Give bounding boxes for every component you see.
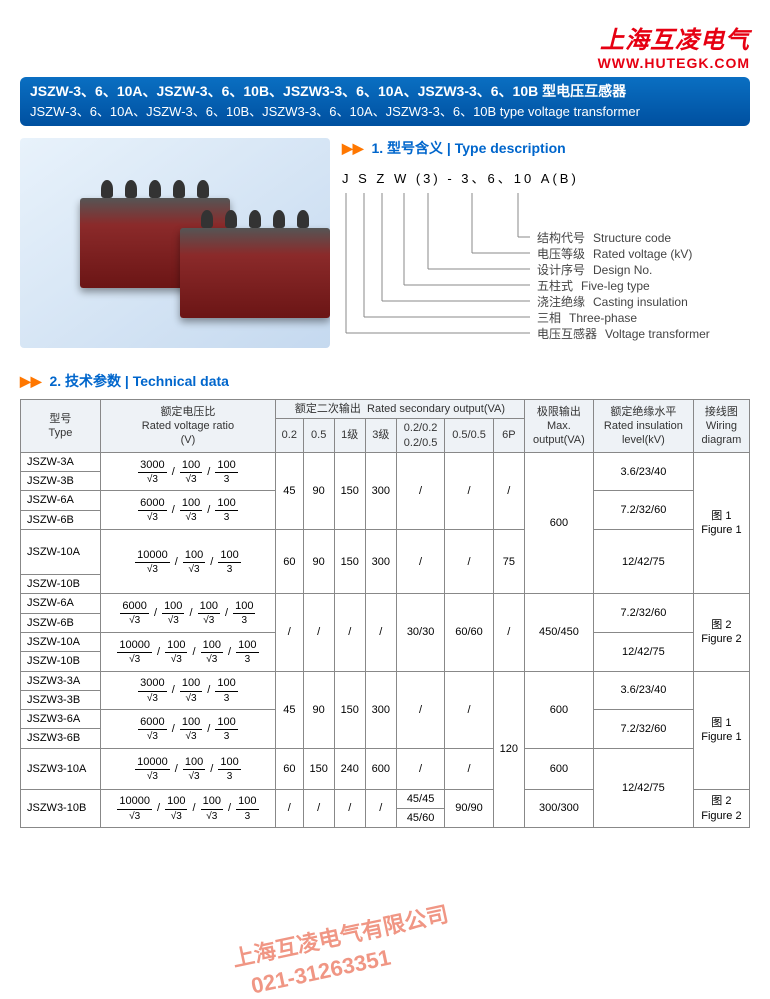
model-designator: J S Z W (3) - 3、6、10 A(B) <box>342 168 579 187</box>
triangle-icon: ▶▶ <box>20 373 42 389</box>
section-2-heading: ▶▶ 2. 技术参数 | Technical data <box>20 371 750 391</box>
designator-breakdown: 结构代号Structure code电压等级Rated voltage (kV)… <box>342 193 579 353</box>
technical-data-table: 型号Type额定电压比Rated voltage ratio(V)额定二次输出 … <box>20 399 750 828</box>
product-image <box>20 138 330 348</box>
brand-logo: 上海互凌电气 <box>20 20 750 55</box>
section-1-heading: ▶▶ 1. 型号含义 | Type description <box>342 138 579 158</box>
designator-desc-row: 设计序号Design No. <box>537 261 733 278</box>
triangle-icon: ▶▶ <box>342 140 364 156</box>
designator-desc-row: 结构代号Structure code <box>537 229 733 246</box>
designator-desc-row: 浇注绝缘Casting insulation <box>537 293 733 310</box>
header: 上海互凌电气 WWW.HUTEGK.COM <box>20 20 750 71</box>
title-en: JSZW-3、6、10A、JSZW-3、6、10B、JSZW3-3、6、10A、… <box>30 101 740 120</box>
type-description-row: ▶▶ 1. 型号含义 | Type description J S Z W (3… <box>20 138 750 353</box>
type-description: ▶▶ 1. 型号含义 | Type description J S Z W (3… <box>342 138 579 353</box>
designator-desc-row: 电压等级Rated voltage (kV) <box>537 245 733 262</box>
designator-desc-row: 五柱式Five-leg type <box>537 277 721 294</box>
watermark-company: 上海互凌电气有限公司 <box>229 896 451 973</box>
designator-desc-row: 三相Three-phase <box>537 309 709 326</box>
technical-data-table-wrap: 上海互凌电气有限公司 021-31263351 型号Type额定电压比Rated… <box>20 399 750 828</box>
watermark-phone: 021-31263351 <box>249 945 393 999</box>
section-2: ▶▶ 2. 技术参数 | Technical data 上海互凌电气有限公司 0… <box>20 371 750 828</box>
brand-url: WWW.HUTEGK.COM <box>20 55 750 71</box>
title-cn: JSZW-3、6、10A、JSZW-3、6、10B、JSZW3-3、6、10A、… <box>30 81 740 101</box>
designator-desc-row: 电压互感器Voltage transformer <box>537 325 745 342</box>
title-bar: JSZW-3、6、10A、JSZW-3、6、10B、JSZW3-3、6、10A、… <box>20 77 750 126</box>
